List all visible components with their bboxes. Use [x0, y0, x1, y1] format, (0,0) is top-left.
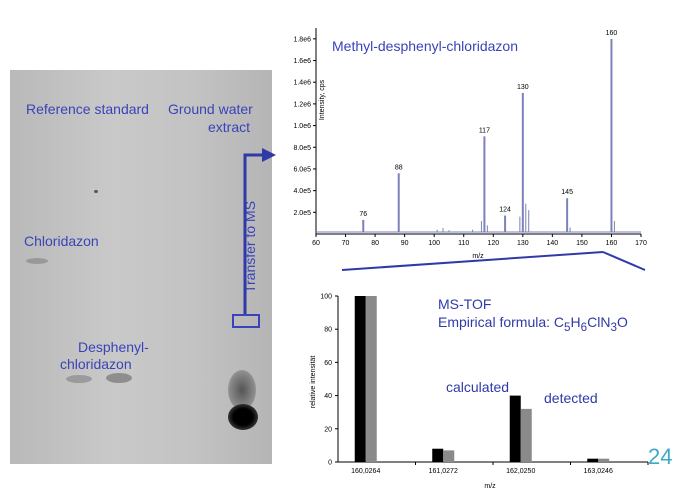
spectrum-x-tick-label: 130 — [517, 240, 529, 247]
spectrum-x-tick-label: 150 — [576, 240, 588, 247]
spectrum-peak-label: 76 — [359, 211, 367, 218]
spectrum-x-tick-label: 170 — [635, 240, 647, 247]
bar-y-tick-label: 20 — [324, 426, 332, 433]
spectrum-y-tick-label: 1.6e6 — [293, 58, 311, 65]
spectrum-y-tick-label: 1.4e6 — [293, 80, 311, 87]
formula-sub-c: 5 — [564, 320, 571, 334]
bar-category-label: 163,0246 — [584, 468, 613, 475]
ms-tof-label: MS-TOF — [438, 296, 492, 312]
spectrum-y-tick-label: 1.8e6 — [293, 36, 311, 43]
spectrum-x-tick-label: 60 — [312, 240, 320, 247]
tlc-plate: Reference standard Ground water extract … — [10, 70, 272, 464]
spectrum-y-tick-label: 6.0e5 — [293, 166, 311, 173]
formula-prefix: Empirical formula: C — [438, 314, 565, 330]
spectrum-ylabel: Intensity, cps — [319, 79, 326, 120]
transfer-box — [232, 314, 260, 328]
spectrum-peak-label: 160 — [606, 30, 618, 37]
spectrum-peak-label: 124 — [499, 207, 511, 214]
bar-detected — [598, 458, 610, 462]
legend-calculated: calculated — [446, 379, 510, 395]
formula-cln: ClN — [587, 314, 611, 330]
bar-detected — [365, 296, 377, 462]
desphenyl-label-2: chloridazon — [60, 356, 132, 372]
spectrum-y-tick-label: 8.0e5 — [293, 145, 311, 152]
bar-category-label: 161,0272 — [429, 468, 458, 475]
formula-o: O — [616, 314, 628, 330]
desphenyl-spot-2 — [106, 373, 132, 383]
spectrum-peak-label: 130 — [517, 84, 529, 91]
spectrum-x-tick-label: 90 — [401, 240, 409, 247]
desphenyl-spot-1 — [66, 375, 92, 383]
extract-smear — [228, 370, 256, 410]
spectrum-x-tick-label: 160 — [606, 240, 618, 247]
bar-y-tick-label: 100 — [320, 294, 332, 301]
spectrum-x-tick-label: 120 — [487, 240, 499, 247]
chloridazon-spot — [26, 258, 48, 264]
spectrum-title: Methyl-desphenyl-chloridazon — [332, 38, 518, 54]
spectrum-x-tick-label: 100 — [428, 240, 440, 247]
bar-y-tick-label: 40 — [324, 393, 332, 400]
spectrum-y-tick-label: 1.2e6 — [293, 101, 311, 108]
formula-sub-h: 6 — [580, 320, 588, 334]
extract-label: extract — [208, 119, 251, 135]
spectrum-y-tick-label: 2.0e5 — [293, 210, 311, 217]
spectrum-x-tick-label: 140 — [547, 240, 559, 247]
bar-category-label: 162,0250 — [506, 468, 535, 475]
formula-label: Empirical formula: C5H6ClN3O — [438, 314, 628, 336]
dust-spot — [94, 190, 98, 193]
bar-y-tick-label: 0 — [328, 460, 332, 467]
reference-standard-label: Reference standard — [26, 101, 149, 117]
bar-detected — [443, 450, 455, 462]
spectrum-peak-label: 88 — [395, 164, 403, 171]
legend-detected: detected — [544, 390, 598, 406]
bar-calculated — [354, 296, 366, 462]
formula-sub-n: 3 — [610, 320, 617, 334]
chloridazon-label: Chloridazon — [24, 233, 99, 249]
spectrum-y-tick-label: 4.0e5 — [293, 188, 311, 195]
spectrum-x-tick-label: 70 — [342, 240, 350, 247]
bar-xlabel: m/z — [484, 483, 496, 490]
extract-dark-spot — [228, 404, 258, 430]
bar-category-label: 160,0264 — [351, 468, 380, 475]
spectrum-y-tick-label: 1.0e6 — [293, 123, 311, 130]
bar-detected — [520, 408, 532, 462]
spectrum-peak-label: 145 — [561, 189, 573, 196]
spectrum-peak-label: 117 — [479, 127, 490, 134]
spectrum-x-tick-label: 80 — [371, 240, 379, 247]
page-number: 24 — [648, 444, 673, 469]
bar-calculated — [509, 395, 521, 462]
spectrum-xlabel: m/z — [472, 253, 484, 260]
formula-h: H — [570, 314, 581, 330]
bar-calculated — [432, 448, 444, 462]
bar-y-tick-label: 80 — [324, 327, 332, 334]
bar-ylabel: relative intensität — [310, 356, 317, 409]
bar-calculated — [587, 458, 599, 462]
desphenyl-label-1: Desphenyl- — [78, 339, 149, 355]
ground-water-label: Ground water — [168, 101, 253, 117]
spectrum-x-tick-label: 110 — [458, 240, 469, 247]
bar-y-tick-label: 60 — [324, 360, 332, 367]
